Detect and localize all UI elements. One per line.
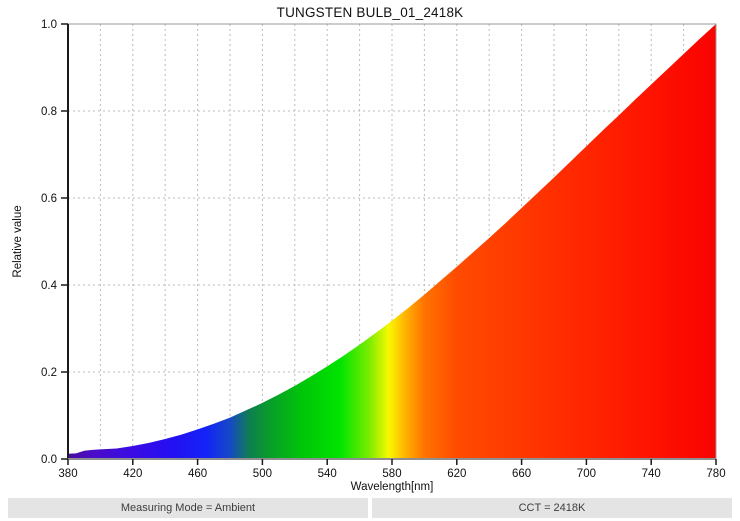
y-tick-label: 0.8 (41, 106, 57, 118)
spd-plot-canvas: 0.0 0.2 0.4 0.6 0.8 1.0 380 420 460 500 540 580 620 6… (12, 19, 726, 493)
y-tick-label: 1.0 (41, 19, 57, 31)
x-tick-label: 660 (512, 468, 531, 480)
x-tick-label: 540 (318, 468, 337, 480)
y-axis-title: Relative value (12, 205, 24, 277)
x-tick-label: 380 (58, 468, 77, 480)
x-tick-label: 580 (382, 468, 401, 480)
cct-status: CCT = 2418K (372, 498, 732, 518)
y-tick-label: 0.6 (41, 193, 57, 205)
x-tick-label: 460 (188, 468, 207, 480)
y-tick-label: 0.2 (41, 367, 57, 379)
spectral-area (68, 24, 716, 459)
x-tick-label: 740 (642, 468, 661, 480)
x-tick-label: 700 (577, 468, 596, 480)
x-tick-label: 500 (253, 468, 272, 480)
chart-title: TUNGSTEN BULB_01_2418K (276, 5, 464, 20)
x-axis-title: Wavelength[nm] (351, 481, 434, 493)
measuring-mode-status: Measuring Mode = Ambient (8, 498, 368, 518)
y-tick-label: 0.0 (41, 454, 57, 466)
x-tick-label: 780 (706, 468, 725, 480)
x-tick-label: 420 (123, 468, 142, 480)
y-tick-label: 0.4 (41, 280, 58, 292)
x-tick-label: 620 (447, 468, 466, 480)
